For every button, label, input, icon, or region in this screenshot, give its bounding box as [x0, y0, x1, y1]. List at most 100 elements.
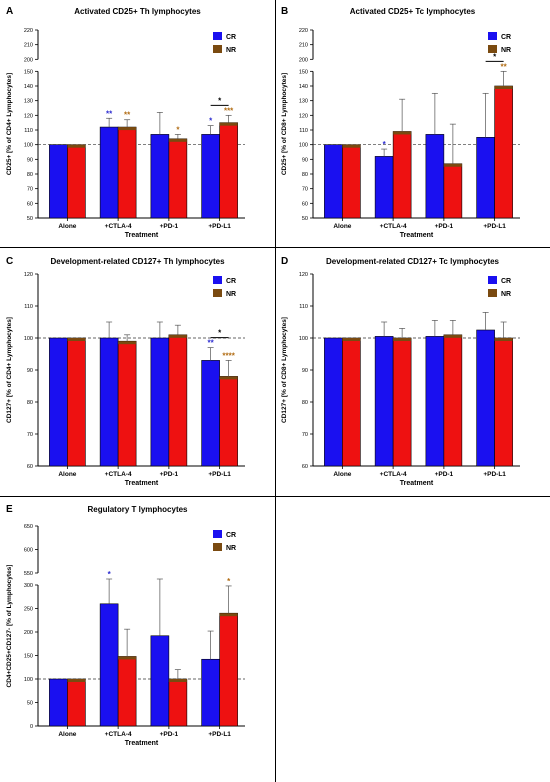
significance-marker: ** [106, 109, 113, 118]
bar-cap [443, 334, 462, 338]
bar-cap [67, 338, 86, 341]
x-axis-label: Treatment [125, 740, 159, 747]
bar-cap [168, 334, 187, 338]
legend-label-nr: NR [226, 47, 236, 54]
y-axis-label: CD4+CD25+CD127- [% of Lymphocytes] [6, 565, 13, 688]
x-tick-label: +CTLA-4 [105, 223, 132, 230]
legend-swatch-cr [213, 530, 222, 538]
x-tick-label: +PD-1 [160, 223, 179, 230]
bar-nr [67, 337, 86, 467]
y-tick-label: 60 [302, 201, 308, 207]
significance-marker: ** [501, 62, 508, 71]
y-tick-label: 100 [24, 143, 33, 149]
chart-e: E Regulatory T lymphocytes CD4+CD25+CD127-… [6, 504, 245, 747]
x-tick-label: Alone [58, 223, 76, 230]
y-axis-label: CD127+ [% of CD4+ Lymphocytes] [6, 317, 13, 423]
panel-a: A Activated CD25+ Th lymphocytes CD25+ [% … [0, 0, 275, 245]
x-axis-label: Treatment [400, 232, 434, 239]
bar-cr [49, 678, 68, 727]
legend-swatch-nr [213, 45, 222, 53]
y-tick-label: 150 [24, 69, 33, 75]
y-tick-label: 150 [299, 69, 308, 75]
panel-letter: B [281, 6, 288, 17]
significance-marker: ** [208, 339, 215, 348]
panel-b: B Activated CD25+ Tc lymphocytes CD25+ [% … [275, 0, 550, 245]
bar-cr [49, 144, 68, 219]
y-tick-label: 100 [24, 336, 33, 342]
y-tick-label: 60 [27, 464, 33, 470]
significance-marker: **** [222, 351, 235, 360]
chart-title: Regulatory T lymphocytes [87, 505, 188, 514]
x-tick-label: +CTLA-4 [380, 471, 407, 478]
legend-swatch-nr [488, 45, 497, 53]
bar-nr [443, 163, 463, 219]
y-tick-label: 90 [27, 157, 33, 163]
bar-nr [342, 144, 361, 219]
x-tick-label: +PD-1 [160, 471, 179, 478]
bar-cr [99, 337, 119, 467]
bar-cap [118, 656, 137, 660]
y-tick-label: 210 [299, 43, 308, 49]
legend-label-cr: CR [226, 532, 236, 539]
x-tick-label: +CTLA-4 [105, 471, 132, 478]
comparison-marker: * [218, 329, 222, 338]
legend-swatch-nr [488, 289, 497, 297]
chart-title: Development-related CD127+ Th lymphocyte… [50, 257, 225, 266]
bar-cr [476, 329, 495, 467]
y-axis-label: CD25+ [% of CD4+ Lymphocytes] [6, 73, 13, 175]
bar-cap [342, 144, 361, 148]
y-tick-label: 600 [24, 548, 33, 554]
bar-cap [168, 138, 187, 142]
bar-nr [67, 144, 86, 219]
y-tick-label: 90 [302, 368, 308, 374]
panel-letter: E [6, 504, 13, 515]
y-tick-label: 130 [299, 99, 308, 105]
legend-swatch-cr [213, 32, 222, 40]
bar-cap [443, 163, 462, 167]
chart-title: Activated CD25+ Tc lymphocytes [350, 7, 476, 16]
significance-marker: * [176, 125, 180, 134]
bar-nr [494, 337, 513, 467]
y-tick-label: 60 [27, 201, 33, 207]
y-tick-label: 120 [24, 272, 33, 278]
bar-nr [219, 122, 238, 219]
significance-marker: *** [224, 106, 234, 115]
legend-label-cr: CR [226, 278, 236, 285]
y-tick-label: 100 [24, 677, 33, 683]
chart-b: B Activated CD25+ Tc lymphocytes CD25+ [% … [281, 6, 520, 239]
y-tick-label: 200 [24, 57, 33, 63]
legend-label-nr: NR [226, 545, 236, 552]
panel-letter: A [6, 6, 13, 17]
y-tick-label: 650 [24, 524, 33, 530]
chart-title: Development-related CD127+ Tc lymphocyte… [326, 257, 500, 266]
legend-label-cr: CR [501, 34, 511, 41]
bar-cap [494, 86, 513, 89]
y-tick-label: 210 [24, 43, 33, 49]
y-tick-label: 140 [24, 84, 33, 90]
significance-marker: * [209, 117, 213, 126]
bar-nr [342, 337, 361, 467]
x-tick-label: +PD-L1 [483, 471, 506, 478]
bar-nr [117, 126, 137, 219]
y-tick-label: 110 [299, 304, 308, 310]
x-tick-label: +PD-L1 [483, 223, 506, 230]
bar-nr [168, 334, 188, 467]
x-tick-label: +PD-1 [435, 223, 454, 230]
y-tick-label: 300 [24, 583, 33, 589]
y-axis-label: CD25+ [% of CD8+ Lymphocytes] [281, 73, 288, 175]
legend-label-cr: CR [226, 34, 236, 41]
y-tick-label: 50 [27, 216, 33, 222]
x-tick-label: +PD-L1 [208, 471, 231, 478]
bar-nr [168, 138, 188, 219]
y-tick-label: 90 [27, 368, 33, 374]
y-tick-label: 150 [24, 654, 33, 660]
y-tick-label: 80 [302, 172, 308, 178]
comparison-marker: * [218, 96, 222, 105]
legend-label-cr: CR [501, 278, 511, 285]
chart-d: D Development-related CD127+ Tc lymphocyt… [281, 256, 520, 487]
y-tick-label: 70 [27, 187, 33, 193]
y-tick-label: 50 [302, 216, 308, 222]
bar-cap [494, 338, 513, 341]
y-tick-label: 100 [299, 143, 308, 149]
y-tick-label: 100 [299, 336, 308, 342]
